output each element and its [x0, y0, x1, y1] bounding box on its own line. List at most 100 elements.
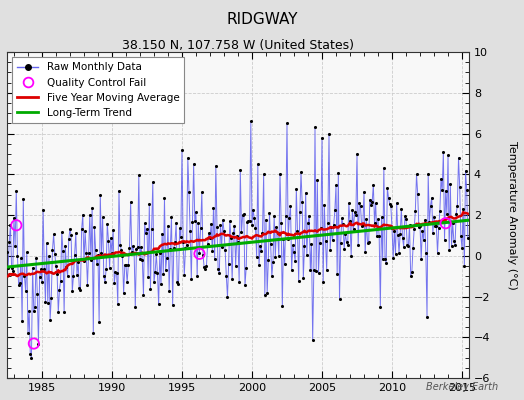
Point — [399, 244, 408, 250]
Point — [25, 308, 34, 314]
Point — [80, 258, 88, 265]
Point — [219, 217, 227, 224]
Point — [330, 222, 338, 228]
Point — [134, 244, 142, 250]
Point — [114, 300, 122, 307]
Point — [337, 215, 346, 221]
Point — [194, 220, 202, 227]
Point — [185, 188, 193, 195]
Point — [202, 262, 211, 269]
Point — [101, 279, 109, 285]
Point — [257, 248, 266, 254]
Point — [427, 202, 435, 209]
Point — [102, 266, 111, 272]
Point — [354, 242, 363, 249]
Point — [289, 242, 297, 248]
Point — [149, 179, 157, 186]
Point — [265, 210, 274, 216]
Point — [151, 269, 159, 276]
Point — [181, 245, 190, 251]
Point — [220, 227, 228, 234]
Point — [457, 232, 465, 239]
Point — [300, 242, 309, 249]
Point — [90, 224, 99, 230]
Point — [162, 254, 171, 261]
Point — [95, 318, 103, 325]
Point — [346, 218, 354, 224]
Point — [128, 249, 136, 255]
Point — [329, 236, 337, 243]
Point — [68, 288, 77, 294]
Point — [321, 237, 330, 244]
Point — [272, 224, 281, 230]
Point — [429, 230, 437, 236]
Point — [89, 330, 97, 336]
Point — [213, 224, 221, 230]
Point — [159, 271, 168, 277]
Point — [3, 249, 11, 255]
Point — [396, 231, 405, 237]
Point — [69, 273, 78, 279]
Point — [303, 252, 311, 258]
Point — [216, 221, 225, 228]
Point — [160, 194, 169, 201]
Point — [414, 224, 423, 230]
Point — [190, 161, 198, 167]
Point — [124, 262, 133, 268]
Point — [224, 260, 233, 267]
Point — [27, 355, 36, 361]
Point — [407, 272, 415, 279]
Point — [290, 249, 298, 256]
Point — [351, 209, 359, 216]
Point — [32, 254, 40, 261]
Point — [129, 243, 137, 250]
Point — [432, 222, 441, 229]
Point — [390, 228, 399, 234]
Point — [374, 216, 382, 223]
Point — [392, 200, 401, 206]
Point — [271, 254, 279, 260]
Point — [74, 259, 82, 266]
Point — [33, 291, 41, 297]
Point — [139, 292, 148, 298]
Point — [372, 200, 380, 207]
Point — [143, 226, 151, 232]
Point — [94, 252, 102, 258]
Point — [233, 233, 241, 239]
Point — [23, 249, 31, 256]
Point — [292, 186, 301, 192]
Point — [463, 186, 471, 193]
Point — [53, 271, 61, 278]
Point — [332, 182, 340, 188]
Point — [221, 247, 230, 254]
Point — [336, 240, 345, 246]
Point — [106, 234, 115, 241]
Point — [232, 262, 240, 269]
Point — [54, 309, 62, 316]
Point — [365, 239, 373, 246]
Point — [327, 224, 335, 230]
Text: RIDGWAY: RIDGWAY — [226, 12, 298, 27]
Point — [83, 282, 92, 288]
Point — [105, 264, 114, 271]
Point — [49, 231, 58, 238]
Point — [208, 248, 216, 254]
Point — [17, 255, 25, 262]
Point — [394, 232, 402, 238]
Point — [260, 292, 269, 298]
Point — [109, 226, 117, 233]
Point — [141, 230, 150, 236]
Point — [454, 154, 463, 161]
Point — [245, 218, 254, 224]
Point — [366, 196, 374, 203]
Point — [333, 271, 341, 278]
Point — [96, 192, 104, 198]
Point — [73, 272, 81, 278]
Point — [331, 207, 339, 214]
Point — [203, 240, 212, 247]
Point — [45, 253, 53, 260]
Point — [419, 236, 428, 243]
Point — [297, 169, 305, 176]
Point — [350, 226, 358, 232]
Point — [147, 226, 156, 232]
